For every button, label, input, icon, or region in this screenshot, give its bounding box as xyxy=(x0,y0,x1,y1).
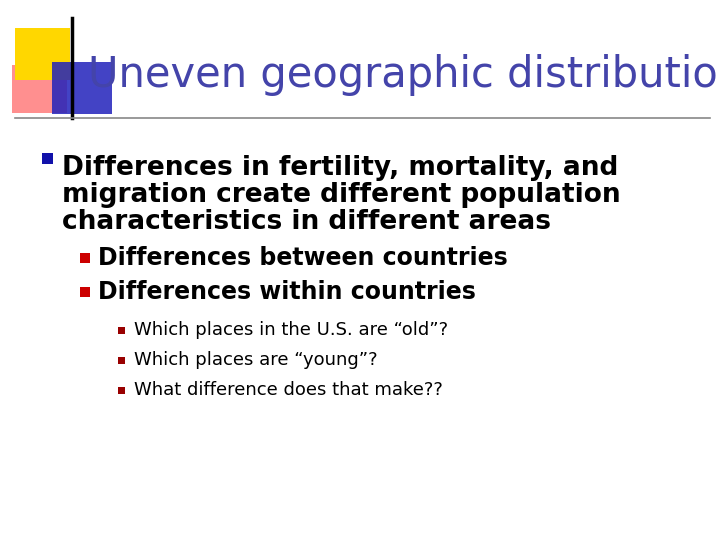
Text: Differences in fertility, mortality, and: Differences in fertility, mortality, and xyxy=(62,155,618,181)
Bar xyxy=(42,152,53,164)
FancyBboxPatch shape xyxy=(52,62,112,114)
FancyBboxPatch shape xyxy=(12,65,67,113)
Text: migration create different population: migration create different population xyxy=(62,182,621,208)
Text: Uneven geographic distribution: Uneven geographic distribution xyxy=(88,54,720,96)
Text: characteristics in different areas: characteristics in different areas xyxy=(62,209,551,235)
FancyBboxPatch shape xyxy=(15,28,70,80)
Bar xyxy=(118,356,125,363)
Bar xyxy=(118,387,125,394)
Text: Which places in the U.S. are “old”?: Which places in the U.S. are “old”? xyxy=(134,321,448,339)
Text: Differences between countries: Differences between countries xyxy=(98,246,508,270)
Bar xyxy=(118,327,125,334)
Text: What difference does that make??: What difference does that make?? xyxy=(134,381,443,399)
Bar xyxy=(80,287,90,297)
Text: Which places are “young”?: Which places are “young”? xyxy=(134,351,377,369)
Bar xyxy=(80,253,90,263)
Text: Differences within countries: Differences within countries xyxy=(98,280,476,304)
